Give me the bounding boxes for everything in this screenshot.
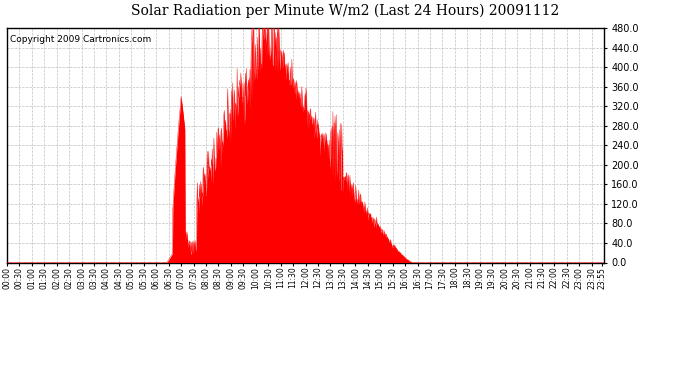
- Text: Solar Radiation per Minute W/m2 (Last 24 Hours) 20091112: Solar Radiation per Minute W/m2 (Last 24…: [131, 4, 559, 18]
- Text: Copyright 2009 Cartronics.com: Copyright 2009 Cartronics.com: [10, 35, 151, 44]
